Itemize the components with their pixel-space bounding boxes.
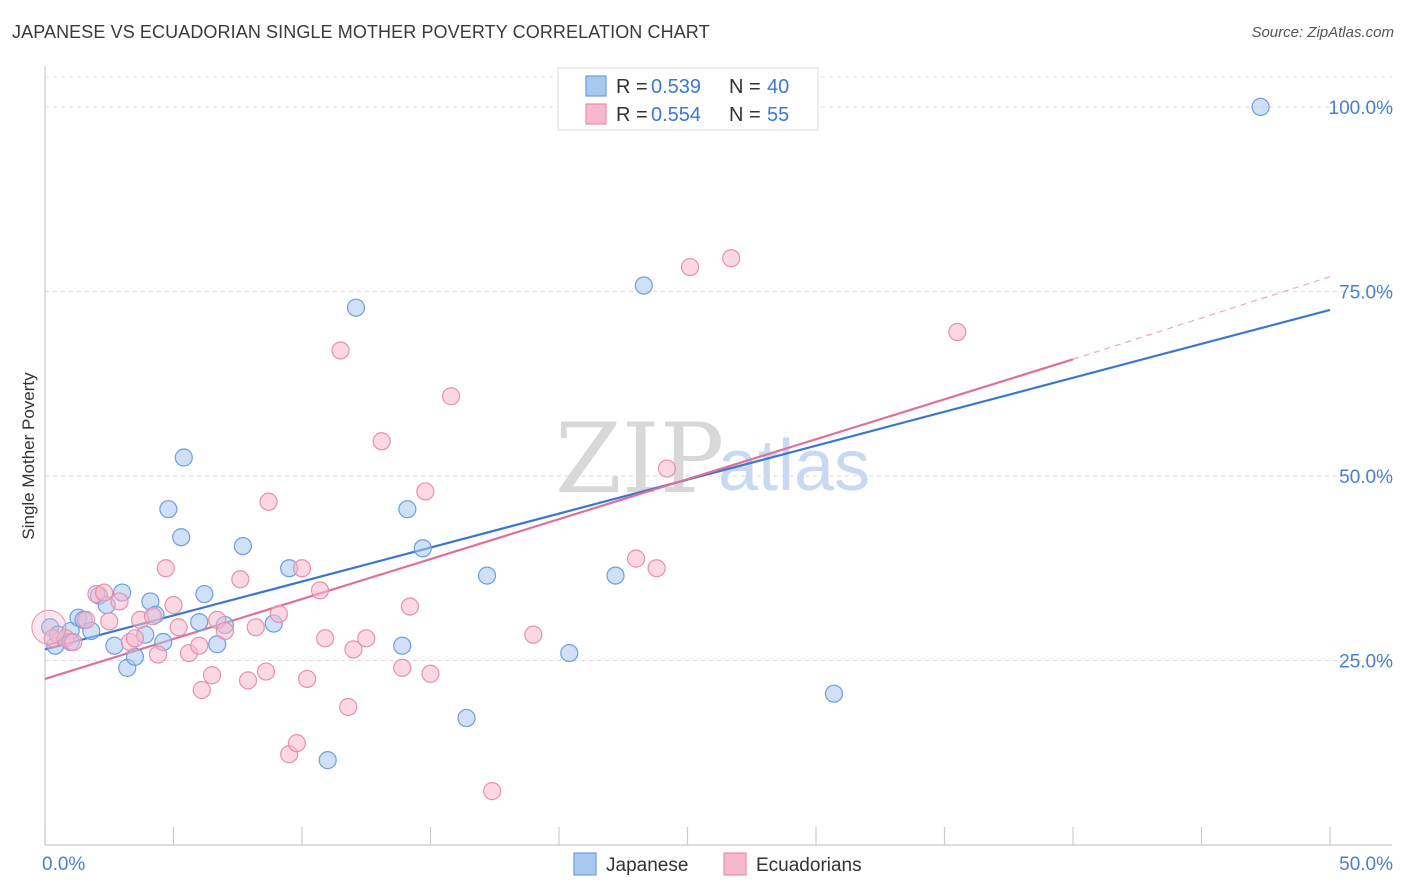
ecuadorian-point xyxy=(948,322,967,342)
japanese-point xyxy=(413,539,432,558)
ecuadorian-point xyxy=(339,697,358,717)
japanese-point xyxy=(195,584,214,604)
japanese-point xyxy=(477,566,497,585)
y-tick-label: 25.0% xyxy=(1339,651,1393,672)
ecuadorian-point xyxy=(483,782,502,801)
japanese-point xyxy=(159,500,178,519)
legend-r-label: R = xyxy=(616,76,648,98)
ecuadorian-point xyxy=(357,629,376,648)
x-tick-label: 50.0% xyxy=(1339,854,1393,875)
y-tick-label: 100.0% xyxy=(1329,98,1394,119)
japanese-point xyxy=(346,298,366,317)
legend-n-value-japanese: 40 xyxy=(767,76,789,98)
ecuadorian-point xyxy=(156,559,175,578)
x-tick-labels: 0.0% 50.0% xyxy=(42,854,1393,875)
gridlines xyxy=(45,76,1392,661)
legend-r-label: R = xyxy=(616,104,648,126)
ecuadorian-point xyxy=(292,559,312,578)
japanese-point xyxy=(824,684,844,703)
legend-r-value-ecuadorian: 0.554 xyxy=(651,104,701,126)
axes xyxy=(44,66,1392,846)
bottom-legend-swatch-ecuadorian xyxy=(723,852,747,876)
japanese-point xyxy=(190,612,209,632)
japanese-point xyxy=(398,500,417,519)
x-tick-label: 0.0% xyxy=(42,854,85,875)
japanese-point xyxy=(560,643,579,663)
japanese-point xyxy=(1251,97,1270,117)
ecuadorian-point xyxy=(77,610,96,629)
chart-title: JAPANESE VS ECUADORIAN SINGLE MOTHER POV… xyxy=(12,22,710,42)
ecuadorian-point xyxy=(148,645,168,664)
japanese-point xyxy=(105,636,124,655)
watermark: ZIP atlas xyxy=(555,403,870,515)
ecuadorian-point xyxy=(143,607,163,626)
ecuadorian-point xyxy=(192,680,211,700)
chart-source: Source: ZipAtlas.com xyxy=(1251,24,1394,41)
ecuadorian-point xyxy=(125,629,145,648)
ecuadorian-point xyxy=(657,459,677,478)
legend-r-value-japanese: 0.539 xyxy=(651,76,701,98)
ecuadorian-point xyxy=(256,662,276,681)
legend: R = 0.539 N = 40 R = 0.554 N = 55 xyxy=(557,67,819,131)
ecuadorian-point xyxy=(331,341,350,360)
ecuadorian-point xyxy=(421,664,440,683)
bottom-legend-label-japanese: Japanese xyxy=(606,855,688,876)
japanese-point xyxy=(457,708,476,728)
legend-swatch-japanese xyxy=(585,75,607,97)
ecuadorian-point xyxy=(647,559,666,578)
ecuadorian-point xyxy=(344,640,363,659)
ecuadorian-point xyxy=(100,612,119,631)
ecuadorian-point xyxy=(372,432,391,451)
bottom-legend-swatch-japanese xyxy=(573,852,597,876)
ecuadorian-point xyxy=(202,666,222,685)
ecuadorian-point xyxy=(64,632,83,652)
ecuadorian-point xyxy=(680,257,700,277)
ecuadorian-point xyxy=(246,618,265,637)
ecuadorian-point xyxy=(95,583,114,602)
bottom-legend: Japanese Ecuadorians xyxy=(573,852,862,876)
bottom-legend-label-ecuadorian: Ecuadorians xyxy=(756,855,862,876)
y-tick-label: 75.0% xyxy=(1339,282,1393,303)
ecuadorian-point xyxy=(310,581,330,600)
japanese-point xyxy=(393,636,412,655)
y-tick-labels: 25.0% 50.0% 75.0% 100.0% xyxy=(1329,98,1394,673)
data-points xyxy=(31,97,1270,801)
japanese-point xyxy=(318,751,337,770)
legend-n-label: N = xyxy=(729,104,761,126)
ecuadorian-point xyxy=(215,621,234,641)
ecuadorian-point xyxy=(400,597,420,616)
ecuadorian-point xyxy=(298,669,317,689)
legend-n-value-ecuadorian: 55 xyxy=(767,104,789,126)
japanese-point xyxy=(606,566,625,585)
ecuadorian-cluster-point xyxy=(31,609,67,645)
ecuadorian-point xyxy=(164,596,183,615)
japanese-point xyxy=(634,276,653,295)
ecuadorian-point xyxy=(169,618,188,637)
japanese-point xyxy=(233,536,252,556)
trendline-ecuadorian-extension xyxy=(1072,276,1331,360)
ecuadorian-point xyxy=(441,387,461,406)
ecuadorian-point xyxy=(238,671,258,690)
watermark-zip: ZIP xyxy=(555,403,724,515)
ecuadorian-point xyxy=(231,570,250,589)
ecuadorian-point xyxy=(269,604,288,624)
y-tick-label: 50.0% xyxy=(1339,467,1393,488)
y-axis-title: Single Mother Poverty xyxy=(19,372,38,540)
ecuadorian-point xyxy=(722,249,741,268)
ecuadorian-point xyxy=(190,636,209,655)
japanese-point xyxy=(174,448,193,467)
ecuadorian-point xyxy=(393,658,412,677)
ecuadorian-point xyxy=(287,734,306,753)
ecuadorian-point xyxy=(626,549,646,568)
ecuadorian-point xyxy=(110,592,129,611)
legend-swatch-ecuadorian xyxy=(585,103,607,125)
legend-n-label: N = xyxy=(729,76,761,98)
ecuadorian-point xyxy=(416,482,435,501)
ecuadorian-point xyxy=(316,629,335,648)
japanese-point xyxy=(172,528,191,547)
ecuadorian-point xyxy=(259,492,278,511)
ecuadorian-point xyxy=(524,625,543,644)
